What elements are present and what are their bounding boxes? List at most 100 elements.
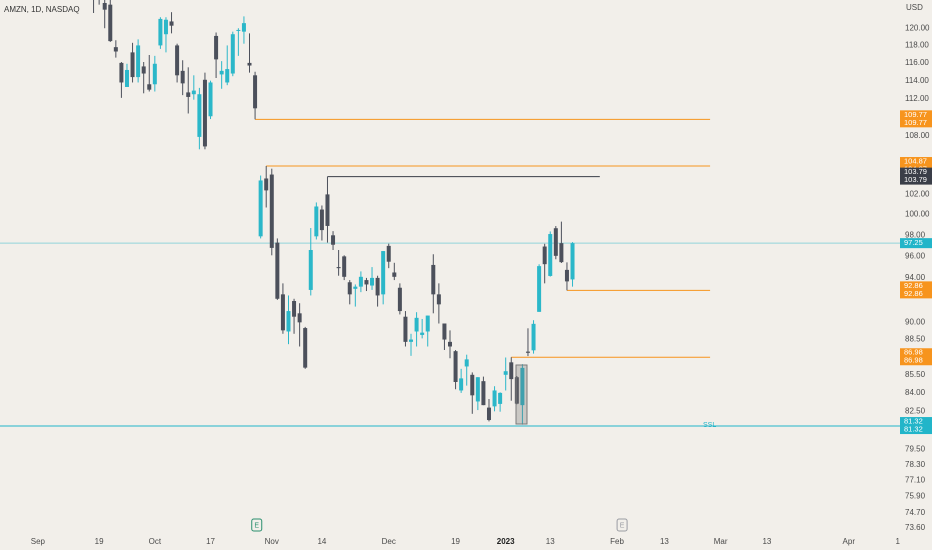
candle-body (520, 367, 525, 406)
candle-body (570, 243, 575, 280)
candle-body (269, 174, 274, 248)
candle-body (108, 4, 113, 42)
y-tick-label: 120.00 (905, 23, 930, 32)
event-label: E (620, 522, 625, 529)
candle-body (275, 242, 280, 299)
candle-body (319, 209, 324, 231)
y-tick-label: 82.50 (905, 406, 926, 415)
candle-body (481, 381, 486, 406)
x-tick-label: Mar (714, 537, 728, 546)
candle-body (553, 228, 558, 256)
level-badge-text: 103.79 (904, 175, 927, 184)
x-tick-label: Apr (843, 537, 856, 546)
y-tick-label: 114.00 (905, 76, 929, 85)
level-badge (900, 167, 932, 185)
candle-body (236, 29, 241, 31)
level-badge (900, 348, 932, 366)
candle-body (308, 250, 313, 290)
x-tick-label: Nov (265, 537, 279, 546)
candle-body (386, 245, 391, 262)
y-tick-label: 90.00 (905, 317, 926, 326)
candle-body (397, 287, 402, 312)
candle-body (370, 277, 375, 286)
level-badge (900, 417, 932, 435)
candle-body (186, 92, 191, 97)
candle-body (559, 243, 564, 263)
x-tick-label: 13 (660, 537, 669, 546)
candle-body (453, 351, 458, 383)
event-icon (251, 518, 263, 532)
candle-body (208, 82, 213, 117)
y-tick-label: 74.70 (905, 508, 926, 517)
candle-body (214, 35, 219, 60)
x-tick-label: Sep (31, 537, 46, 546)
level-badge-text: 109.77 (904, 110, 927, 119)
event-label: E (254, 522, 259, 529)
candle-body (202, 79, 207, 147)
candle-body (403, 316, 408, 342)
candle-body (548, 234, 553, 276)
candle-body (253, 75, 258, 109)
candle-body (448, 341, 452, 347)
candle-body (292, 301, 297, 317)
y-tick-label: 96.00 (905, 251, 926, 260)
candle-body (342, 256, 347, 277)
candle-body (364, 280, 369, 285)
candle-body (191, 90, 196, 95)
x-tick-label: 13 (762, 537, 771, 546)
x-tick-label: 1 (896, 537, 901, 546)
x-tick-label: Dec (382, 537, 396, 546)
y-tick-label: 79.50 (905, 444, 926, 453)
level-badge-text: 86.98 (904, 348, 923, 357)
candle-body (514, 377, 519, 404)
candle-body (353, 286, 358, 289)
candle-body (464, 359, 469, 367)
candle-body (525, 351, 530, 353)
candle-body (169, 21, 174, 26)
last-price-badge (900, 238, 932, 249)
candle-body (470, 374, 475, 396)
candle-body (564, 269, 569, 282)
chart-title: AMZN, 1D, NASDAQ (4, 5, 80, 14)
candle-body (102, 2, 107, 10)
y-tick-label: 85.50 (905, 370, 926, 379)
candle-body (442, 323, 447, 340)
level-badge-text: 81.32 (904, 417, 923, 426)
y-tick-label: 100.00 (905, 210, 930, 219)
candle-body (542, 246, 547, 265)
candle-body (498, 392, 503, 404)
y-tick-label: 88.50 (905, 335, 926, 344)
candle-body (475, 377, 480, 402)
x-tick-label: Feb (610, 537, 624, 546)
candle-body (375, 277, 380, 296)
candle-body (503, 371, 508, 375)
candle-body (303, 328, 308, 368)
candle-body (113, 47, 118, 52)
candle-body (258, 180, 263, 237)
level-badge-text: 104.87 (904, 157, 927, 166)
candle-body (119, 62, 124, 83)
candle-body (347, 282, 352, 295)
level-badge (900, 110, 932, 128)
candle-body (459, 378, 464, 391)
level-badge (900, 281, 932, 299)
candle-body (509, 362, 514, 380)
candle-body (130, 52, 135, 78)
candle-body (414, 317, 419, 332)
y-tick-label: 73.60 (905, 523, 926, 532)
y-tick-label: 78.30 (905, 460, 926, 469)
y-tick-label: 98.00 (905, 230, 926, 239)
candle-body (124, 69, 129, 87)
candle-body (136, 45, 141, 78)
candle-body (325, 194, 330, 226)
level-label: SSL (703, 422, 716, 429)
candle-body (392, 272, 397, 277)
y-tick-label: 102.00 (905, 190, 930, 199)
last-price-text: 97.25 (904, 238, 923, 247)
candle-body (314, 206, 319, 237)
y-tick-label: 77.10 (905, 476, 926, 485)
candle-body (431, 264, 436, 295)
price-axis: 120.00 118.00 116.00 114.00 112.00 108.00 102.… (900, 23, 932, 532)
y-tick-label: 108.00 (905, 131, 930, 140)
